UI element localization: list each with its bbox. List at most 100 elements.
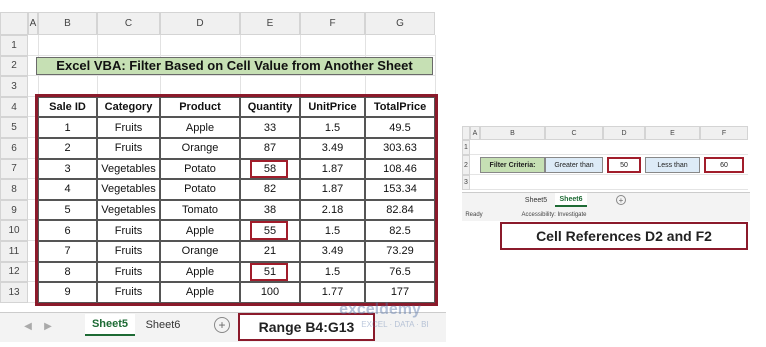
nav-arrows: ◀ ▶ [24, 320, 52, 332]
row-header: 3 [0, 76, 28, 97]
sheet-tab[interactable]: Sheet5 [85, 314, 135, 336]
table-header-cell: Quantity [240, 96, 300, 118]
range-label: Range B4:G13 [238, 313, 375, 341]
table-cell: Vegetables [97, 179, 160, 200]
range-outline [35, 93, 438, 306]
cell-reference-label: Cell References D2 and F2 [500, 222, 748, 250]
corner-cell [0, 12, 28, 35]
grid-row [470, 155, 748, 175]
column-header: B [38, 12, 97, 35]
criteria-cell: 60 [704, 157, 744, 173]
column-header: C [97, 12, 160, 35]
column-header: F [300, 12, 365, 35]
highlight-box [250, 221, 288, 240]
row-header: 1 [0, 35, 28, 56]
sheet-tab[interactable]: Sheet5 [524, 196, 548, 204]
table-cell: 108.46 [365, 158, 435, 180]
table-cell: 55 [240, 220, 300, 241]
table-cell: 2.18 [300, 199, 365, 221]
table-cell: Fruits [97, 261, 160, 283]
table-cell: 76.5 [365, 261, 435, 283]
table-header-cell: Category [97, 96, 160, 118]
table-cell: 5 [38, 199, 97, 221]
table-cell: Apple [160, 117, 240, 138]
grid-row [470, 140, 748, 155]
table-cell: 9 [38, 282, 97, 303]
table-cell: 49.5 [365, 117, 435, 138]
criteria-cell: Less than [645, 157, 700, 173]
table-cell: 3.49 [300, 138, 365, 159]
row-header: 7 [0, 158, 28, 180]
criteria-cell: Filter Criteria: [480, 157, 545, 173]
status-ready: Ready [465, 211, 483, 218]
table-cell: 87 [240, 138, 300, 159]
watermark-name: exceldemy [339, 301, 421, 318]
row-header: 5 [0, 117, 28, 138]
watermark-tagline: EXCEL · DATA · BI [361, 319, 429, 329]
row-header: 12 [0, 261, 28, 283]
table-cell: Fruits [97, 241, 160, 262]
table-cell: 1.87 [300, 158, 365, 180]
highlight-box [250, 262, 288, 282]
row-header: 4 [0, 96, 28, 118]
criteria-cell: 50 [607, 157, 641, 173]
table-cell: 6 [38, 220, 97, 241]
row-header: 1 [462, 140, 470, 155]
row-header: 8 [0, 179, 28, 200]
table-cell: Apple [160, 282, 240, 303]
column-header: G [365, 12, 435, 35]
row-header: 2 [0, 55, 28, 77]
table-cell: 7 [38, 241, 97, 262]
table-cell: 21 [240, 241, 300, 262]
column-header: B [480, 126, 545, 140]
corner-cell [462, 126, 470, 140]
table-header-cell: Product [160, 96, 240, 118]
table-header-cell: UnitPrice [300, 96, 365, 118]
column-header: E [645, 126, 700, 140]
table-cell: 1.5 [300, 117, 365, 138]
row-header: 10 [0, 220, 28, 241]
table-cell: Potato [160, 158, 240, 180]
table-cell: 51 [240, 261, 300, 283]
grid-row [470, 175, 748, 190]
grid-row [28, 56, 435, 77]
column-header: F [700, 126, 748, 140]
table-cell: 1.5 [300, 261, 365, 283]
table-cell: 100 [240, 282, 300, 303]
row-header: 2 [462, 155, 470, 175]
sheet-tab[interactable]: Sheet6 [555, 193, 587, 207]
column-header: D [603, 126, 645, 140]
table-cell: 8 [38, 261, 97, 283]
sheet-tab[interactable]: Sheet6 [145, 319, 181, 331]
table-header-cell: Sale ID [38, 96, 97, 118]
table-cell: 38 [240, 199, 300, 221]
sheet-title: Excel VBA: Filter Based on Cell Value fr… [36, 56, 433, 76]
row-header: 6 [0, 138, 28, 159]
grid-row [28, 35, 435, 56]
table-cell: Tomato [160, 199, 240, 221]
table-cell: Orange [160, 241, 240, 262]
table-cell: Vegetables [97, 158, 160, 180]
column-header: D [160, 12, 240, 35]
table-cell: 2 [38, 138, 97, 159]
criteria-cell: Greater than [545, 157, 603, 173]
status-bar [462, 208, 750, 221]
column-header: E [240, 12, 300, 35]
add-sheet-button[interactable]: + [214, 317, 230, 333]
table-cell: Fruits [97, 138, 160, 159]
table-header-cell: TotalPrice [365, 96, 435, 118]
add-sheet-button[interactable]: + [616, 195, 626, 205]
table-cell: 3 [38, 158, 97, 180]
table-cell: Apple [160, 220, 240, 241]
row-header: 9 [0, 199, 28, 221]
row-header: 11 [0, 241, 28, 262]
table-cell: 1 [38, 117, 97, 138]
table-cell: Apple [160, 261, 240, 283]
table-cell: Potato [160, 179, 240, 200]
table-cell: 153.34 [365, 179, 435, 200]
table-cell: 33 [240, 117, 300, 138]
table-cell: 303.63 [365, 138, 435, 159]
status-accessibility[interactable]: Accessibility: Investigate [521, 211, 587, 218]
table-cell: 1.87 [300, 179, 365, 200]
